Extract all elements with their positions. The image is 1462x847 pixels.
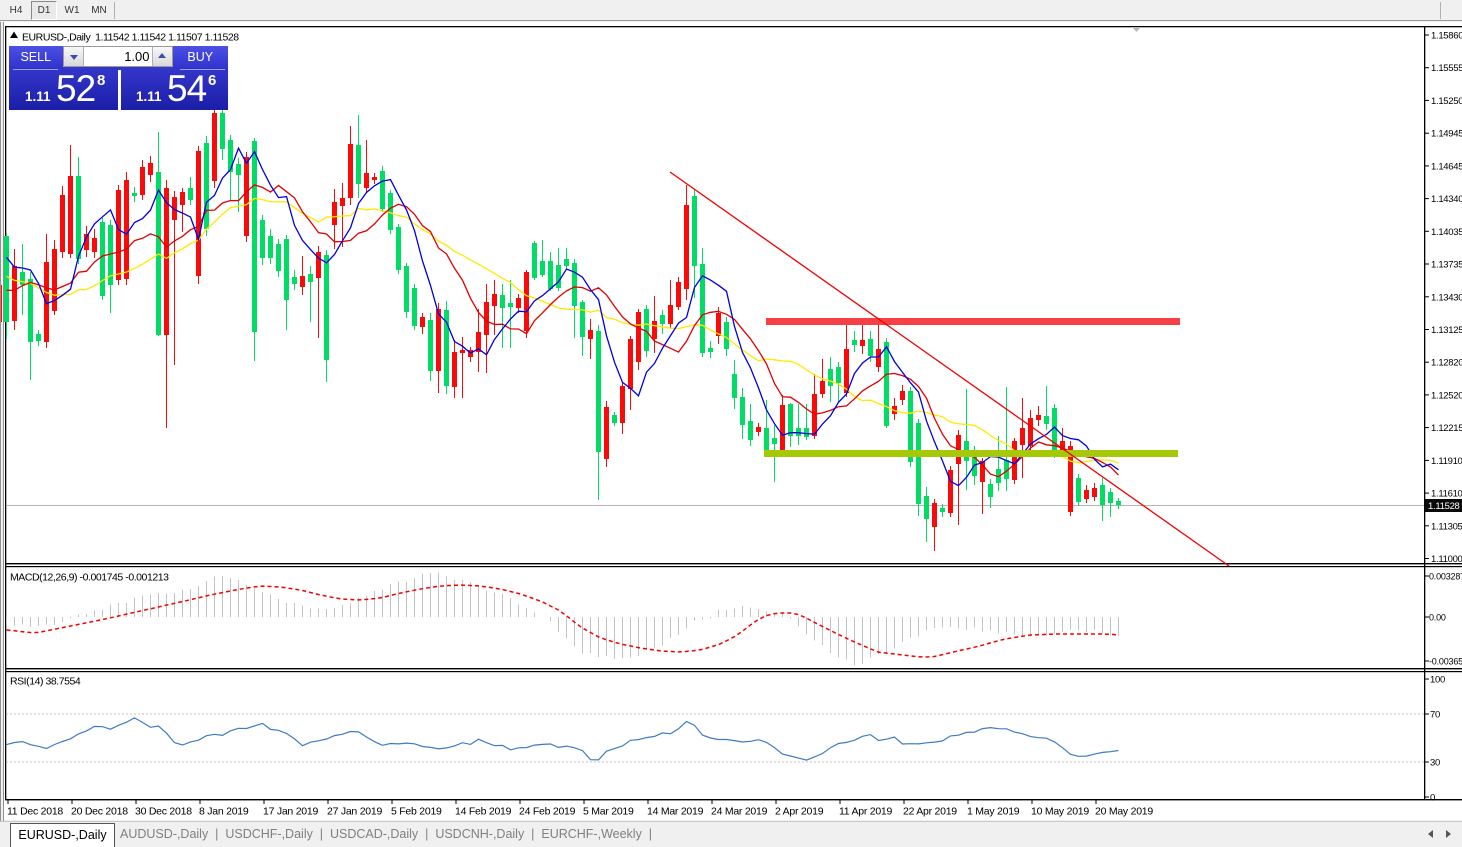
svg-text:1.13430: 1.13430 — [1431, 292, 1462, 303]
svg-text:0.00: 0.00 — [1429, 613, 1446, 623]
svg-text:1.12520: 1.12520 — [1431, 390, 1462, 401]
svg-text:0: 0 — [1430, 793, 1435, 804]
svg-text:1.12820: 1.12820 — [1431, 358, 1462, 369]
svg-text:1.11910: 1.11910 — [1431, 456, 1462, 467]
svg-text:1.14340: 1.14340 — [1431, 194, 1462, 205]
svg-text:1.12215: 1.12215 — [1431, 423, 1462, 434]
svg-text:14 Feb 2019: 14 Feb 2019 — [455, 806, 512, 818]
svg-text:1.13735: 1.13735 — [1431, 260, 1462, 271]
svg-text:1.14945: 1.14945 — [1431, 129, 1462, 140]
svg-text:10 May 2019: 10 May 2019 — [1031, 806, 1089, 818]
svg-text:27 Jan 2019: 27 Jan 2019 — [327, 806, 382, 818]
svg-text:24 Feb 2019: 24 Feb 2019 — [519, 806, 576, 818]
svg-text:5 Feb 2019: 5 Feb 2019 — [391, 806, 442, 818]
svg-text:RSI(14) 38.7554: RSI(14) 38.7554 — [10, 676, 81, 688]
svg-text:30: 30 — [1430, 758, 1440, 769]
svg-text:24 Mar 2019: 24 Mar 2019 — [711, 806, 768, 818]
svg-text:8 Jan 2019: 8 Jan 2019 — [199, 806, 249, 818]
svg-text:0.003287: 0.003287 — [1429, 572, 1462, 582]
svg-text:30 Dec 2018: 30 Dec 2018 — [135, 806, 192, 818]
svg-text:1.15555: 1.15555 — [1431, 63, 1462, 74]
svg-text:1.15860: 1.15860 — [1431, 31, 1462, 42]
svg-text:1.11610: 1.11610 — [1431, 489, 1462, 500]
svg-text:1.11528: 1.11528 — [1428, 501, 1460, 512]
svg-text:17 Jan 2019: 17 Jan 2019 — [263, 806, 318, 818]
svg-text:1.11305: 1.11305 — [1431, 521, 1462, 532]
svg-text:14 Mar 2019: 14 Mar 2019 — [647, 806, 704, 818]
svg-text:1.14645: 1.14645 — [1431, 161, 1462, 172]
svg-text:EURUSD-,Daily 1.11542 1.11542: EURUSD-,Daily 1.11542 1.11542 1.11507 1.… — [22, 32, 239, 44]
svg-text:2 Apr 2019: 2 Apr 2019 — [775, 806, 824, 818]
svg-text:MACD(12,26,9) -0.001745 -0.001: MACD(12,26,9) -0.001745 -0.001213 — [10, 572, 169, 584]
svg-text:5 Mar 2019: 5 Mar 2019 — [583, 806, 634, 818]
svg-text:70: 70 — [1430, 710, 1440, 721]
svg-text:20 Dec 2018: 20 Dec 2018 — [71, 806, 128, 818]
svg-text:11 Apr 2019: 11 Apr 2019 — [839, 806, 893, 818]
svg-text:100: 100 — [1430, 675, 1445, 686]
svg-text:1.15250: 1.15250 — [1431, 96, 1462, 107]
svg-text:1.14035: 1.14035 — [1431, 227, 1462, 238]
svg-text:1 May 2019: 1 May 2019 — [967, 806, 1020, 818]
svg-text:1.11000: 1.11000 — [1431, 554, 1462, 565]
svg-text:-0.00365: -0.00365 — [1429, 657, 1462, 667]
svg-text:11 Dec 2018: 11 Dec 2018 — [7, 806, 63, 818]
svg-text:1.13125: 1.13125 — [1431, 325, 1462, 336]
svg-text:22 Apr 2019: 22 Apr 2019 — [903, 806, 957, 818]
svg-text:20 May 2019: 20 May 2019 — [1095, 806, 1153, 818]
